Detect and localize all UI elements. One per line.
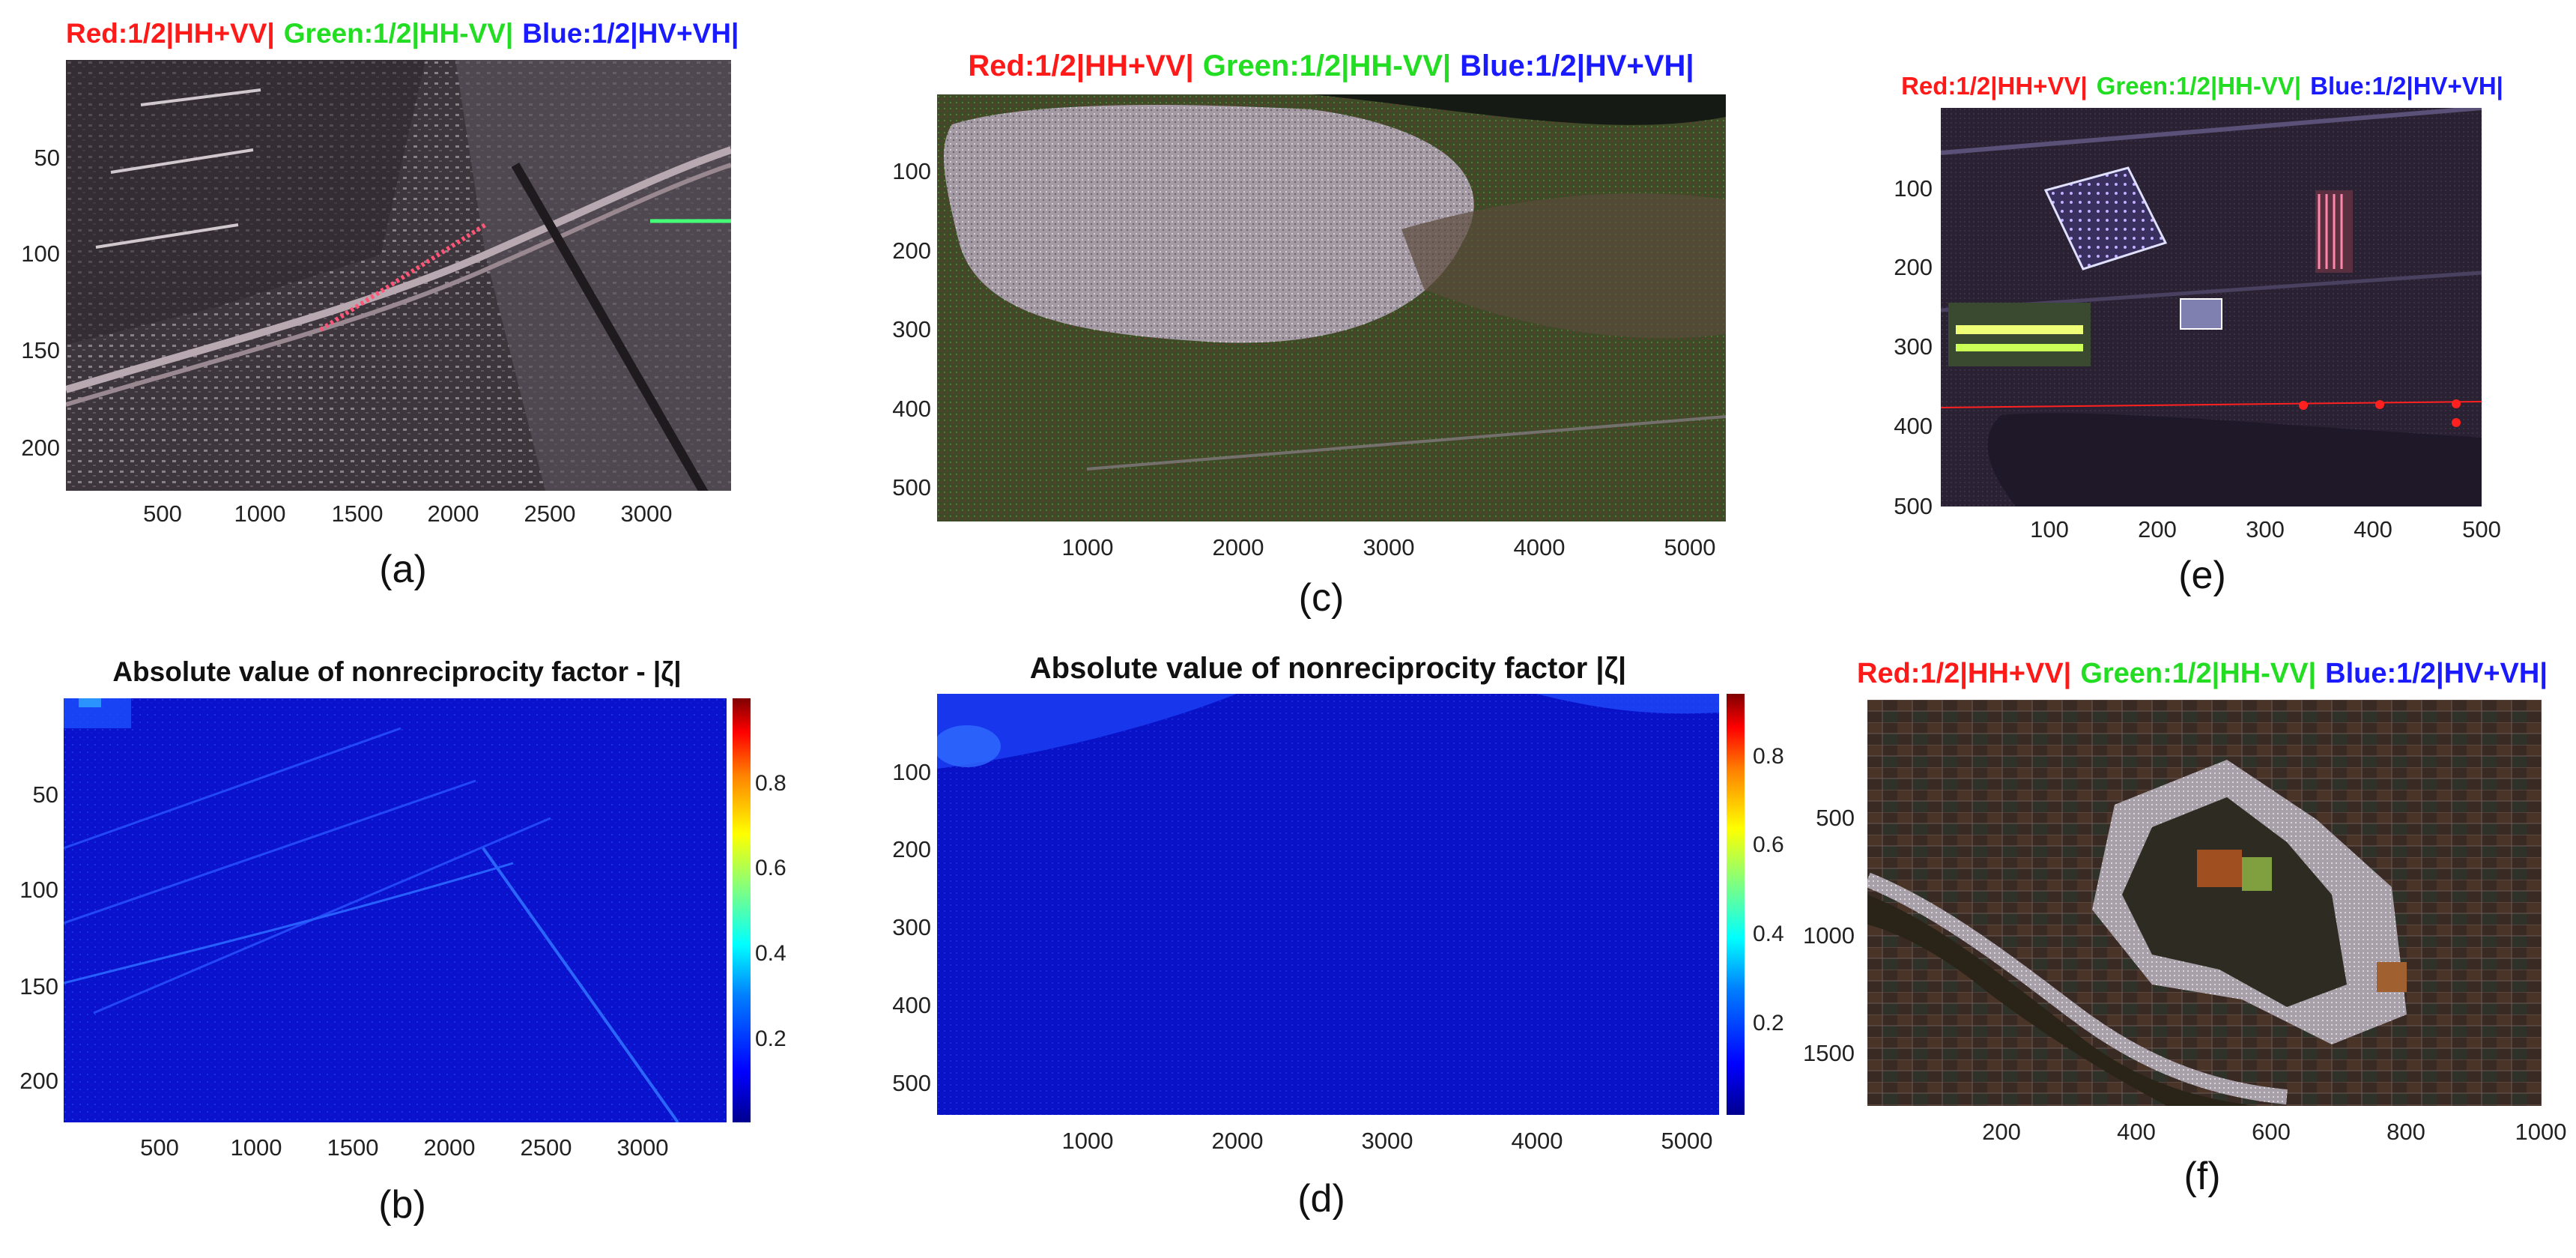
colorbar-tick: 0.6	[755, 856, 787, 880]
y-tick: 500	[892, 1070, 931, 1096]
title-green: Green:1/2|HH-VV|	[1202, 49, 1452, 82]
title-red: Red:1/2|HH+VV|	[968, 49, 1194, 82]
y-tick: 200	[892, 238, 931, 264]
x-tick: 200	[2138, 516, 2177, 542]
x-tick: 3000	[616, 1134, 669, 1161]
title-blue: Blue:1/2|HV+VH|	[2325, 658, 2548, 689]
colorbar-tick: 0.6	[1753, 832, 1784, 857]
x-tick: 500	[140, 1134, 179, 1161]
caption-d: (d)	[1297, 1177, 1345, 1221]
x-tick: 400	[2117, 1119, 2156, 1145]
colorbar-tick: 0.4	[755, 941, 787, 966]
caption-a: (a)	[379, 548, 427, 591]
x-tick: 3000	[1363, 534, 1415, 560]
y-tick: 400	[1894, 413, 1933, 439]
x-tick: 3000	[620, 501, 673, 527]
colorbar	[733, 698, 751, 1122]
y-tick: 100	[892, 759, 931, 785]
x-tick: 2000	[1211, 1128, 1264, 1154]
title-blue: Blue:1/2|HV+VH|	[2310, 72, 2503, 100]
y-tick: 1000	[1803, 922, 1855, 949]
x-tick: 5000	[1664, 534, 1716, 560]
x-tick: 500	[143, 501, 182, 527]
y-tick: 100	[892, 158, 931, 184]
x-tick: 1000	[234, 501, 286, 527]
y-tick: 500	[892, 474, 931, 501]
y-tick: 100	[21, 241, 60, 267]
y-tick: 150	[21, 337, 60, 363]
x-tick: 600	[2252, 1119, 2291, 1145]
x-tick: 800	[2386, 1119, 2425, 1145]
x-tick: 1000	[2515, 1119, 2567, 1145]
title-green: Green:1/2|HH-VV|	[283, 18, 514, 49]
y-tick: 300	[1894, 333, 1933, 360]
panel-d-title: Absolute value of nonreciprocity factor …	[1029, 652, 1627, 685]
x-tick: 2500	[524, 501, 576, 527]
x-tick: 4000	[1513, 534, 1566, 560]
title-red: Red:1/2|HH+VV|	[66, 18, 275, 49]
panel-e-image	[1941, 108, 2482, 506]
x-tick: 1000	[1061, 1128, 1114, 1154]
y-tick: 300	[892, 316, 931, 342]
x-tick: 100	[2030, 516, 2069, 542]
y-tick: 400	[892, 396, 931, 422]
y-tick: 400	[892, 992, 931, 1018]
x-tick: 2000	[427, 501, 479, 527]
x-tick: 3000	[1361, 1128, 1413, 1154]
caption-f: (f)	[2183, 1155, 2221, 1198]
y-tick: 200	[1894, 254, 1933, 280]
y-tick: 50	[34, 145, 60, 171]
y-tick: 200	[892, 836, 931, 862]
panel-c-title: Red:1/2|HH+VV| Green:1/2|HH-VV| Blue:1/2|H…	[936, 49, 1726, 83]
colorbar-tick: 0.2	[755, 1026, 787, 1051]
panel-a-image	[66, 60, 731, 491]
panel-b-title: Absolute value of nonreciprocity factor …	[112, 656, 682, 687]
panel-f-title: Red:1/2|HH+VV| Green:1/2|HH-VV| Blue:1/2|H…	[1843, 658, 2562, 690]
x-tick: 200	[1982, 1119, 2021, 1145]
colorbar	[1727, 694, 1745, 1115]
x-tick: 500	[2462, 516, 2501, 542]
x-tick: 400	[2354, 516, 2392, 542]
colorbar-tick: 0.8	[1753, 744, 1784, 769]
colorbar-tick: 0.4	[1753, 922, 1784, 946]
y-tick: 500	[1894, 493, 1933, 519]
x-tick: 1000	[1061, 534, 1114, 560]
title-red: Red:1/2|HH+VV|	[1901, 72, 2088, 100]
y-tick: 200	[21, 435, 60, 461]
title-red: Red:1/2|HH+VV|	[1857, 658, 2072, 689]
y-tick: 200	[19, 1068, 58, 1094]
caption-c: (c)	[1298, 576, 1345, 620]
y-tick: 50	[32, 781, 58, 808]
y-tick: 300	[892, 914, 931, 940]
y-tick: 150	[19, 973, 58, 1000]
x-tick: 1500	[327, 1134, 379, 1161]
y-tick: 1500	[1803, 1040, 1855, 1066]
title-blue: Blue:1/2|HV+VH|	[1460, 49, 1694, 82]
panel-c-image	[937, 94, 1726, 521]
y-tick: 500	[1816, 805, 1855, 831]
panel-b-image	[64, 698, 727, 1122]
colorbar-tick: 0.8	[755, 771, 787, 796]
panel-e-title: Red:1/2|HH+VV| Green:1/2|HH-VV| Blue:1/2|H…	[1888, 72, 2517, 100]
title-blue: Blue:1/2|HV+VH|	[522, 18, 739, 49]
y-tick: 100	[1894, 175, 1933, 202]
x-tick: 2000	[423, 1134, 476, 1161]
x-tick: 4000	[1511, 1128, 1563, 1154]
colorbar-tick: 0.2	[1753, 1011, 1784, 1035]
title-green: Green:1/2|HH-VV|	[2080, 658, 2317, 689]
x-tick: 300	[2246, 516, 2285, 542]
caption-b: (b)	[378, 1183, 426, 1227]
x-tick: 1500	[331, 501, 384, 527]
x-tick: 5000	[1661, 1128, 1713, 1154]
panel-d-image	[937, 694, 1719, 1115]
x-tick: 2500	[520, 1134, 572, 1161]
x-tick: 1000	[230, 1134, 282, 1161]
x-tick: 2000	[1212, 534, 1264, 560]
title-green: Green:1/2|HH-VV|	[2096, 72, 2302, 100]
panel-a-title: Red:1/2|HH+VV| Green:1/2|HH-VV| Blue:1/2|H…	[66, 18, 740, 49]
y-tick: 100	[19, 877, 58, 903]
caption-e: (e)	[2178, 554, 2226, 597]
panel-f-image	[1867, 700, 2542, 1106]
